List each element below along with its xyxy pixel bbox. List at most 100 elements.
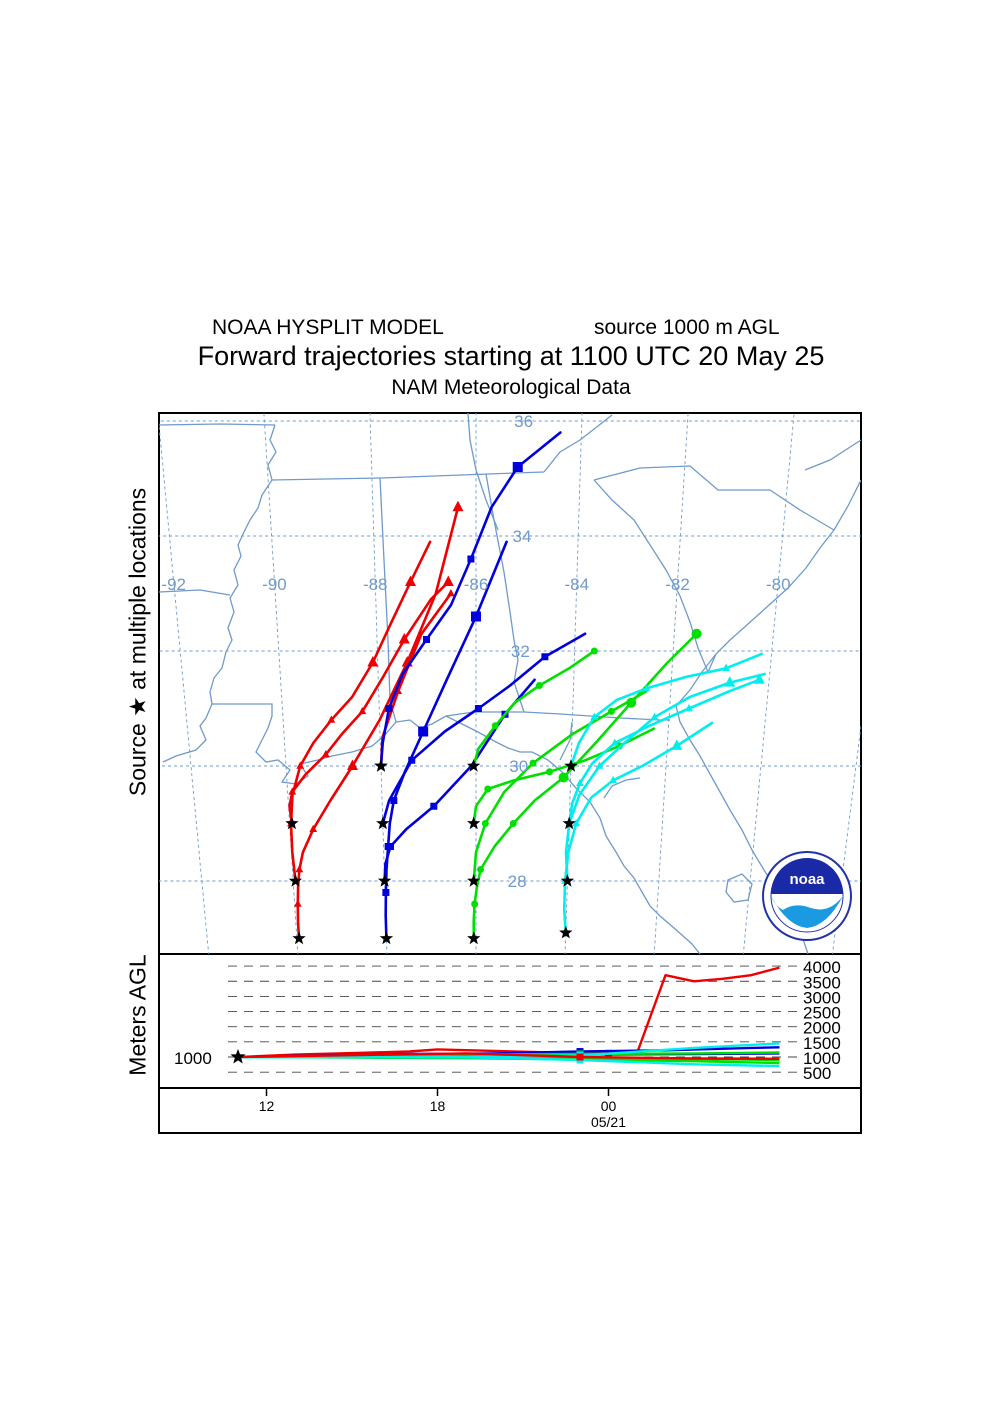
trajectory-marker (321, 749, 330, 758)
trajectory-marker (590, 712, 599, 720)
trajectory-path (381, 632, 587, 825)
trajectory-marker (481, 820, 489, 827)
longitude-label: -88 (363, 575, 388, 594)
map-grid-labels: -92 -90 -88 -86 -84 -82 -80 -78 36 34 32 30 28 (161, 413, 791, 891)
trajectory-marker (418, 726, 429, 737)
meridian-line (653, 413, 689, 954)
lake-okeechobee (725, 873, 753, 903)
source-star (230, 1049, 246, 1064)
trajectory-marker (590, 647, 598, 655)
trajectory-marker (447, 588, 455, 597)
trajectory-marker (650, 712, 659, 720)
al-ga-boundary (485, 473, 525, 713)
trajectory-marker (386, 843, 394, 850)
source-star (562, 816, 576, 830)
trajectory-blue (376, 632, 587, 830)
meridian-line (159, 420, 210, 954)
tn-southern-boundary (271, 471, 545, 481)
trajectory-marker (535, 682, 543, 689)
start-height-label: 1000 (174, 1049, 212, 1068)
source-star (374, 759, 388, 772)
trajectory-marker (408, 756, 416, 764)
trajectory-marker (452, 500, 464, 512)
source-star (379, 931, 394, 945)
trajectory-marker (595, 761, 604, 769)
trajectory-path (569, 652, 763, 768)
trajectory-marker (295, 864, 304, 873)
mississippi-river-boundary (209, 424, 277, 741)
trajectory-marker (607, 707, 615, 715)
source-star (288, 874, 303, 887)
trajectory-marker (685, 703, 693, 712)
chart-title: Forward trajectories starting at 1100 UT… (197, 341, 825, 371)
trajectory-marker (405, 575, 417, 586)
trajectory-marker (529, 759, 537, 767)
trajectory-path (379, 431, 562, 768)
east-coast-top (804, 439, 861, 471)
longitude-label: -90 (262, 575, 287, 594)
latitude-label: 28 (508, 872, 527, 891)
trajectory-marker (512, 462, 523, 472)
source-star (377, 874, 392, 887)
trajectory-marker (288, 787, 297, 795)
trajectory-marker (541, 653, 549, 661)
meridian-line (742, 413, 795, 954)
ms-al-boundary (379, 477, 397, 723)
trajectory-marker (509, 820, 517, 827)
trajectory-path (384, 540, 508, 940)
latitude-label: 30 (509, 757, 528, 776)
height-line-cyan (238, 1055, 780, 1068)
trajectory-path (472, 727, 656, 825)
height-line-red (237, 1052, 780, 1060)
source-star (292, 931, 306, 945)
longitude-label: -80 (766, 575, 791, 594)
trajectory-marker (471, 900, 479, 908)
state-line-ky (159, 423, 276, 426)
trajectory-marker (467, 555, 475, 563)
source-height-label: source 1000 m AGL (594, 316, 780, 339)
trajectory-marker (442, 575, 454, 586)
trajectory-marker (309, 824, 318, 833)
trajectory-marker (484, 785, 492, 793)
source-star (467, 931, 481, 945)
trajectory-marker (576, 1053, 584, 1061)
trajectory-path (288, 580, 450, 825)
ga-sc-boundary (593, 479, 717, 674)
apalachicola (559, 721, 573, 761)
longitude-label: -82 (665, 575, 690, 594)
source-star (285, 816, 299, 830)
height-tick-label: 2000 (803, 1019, 841, 1038)
trajectory-path (289, 540, 432, 883)
trajectory-marker (671, 739, 683, 750)
trajectory-marker (572, 818, 581, 827)
trajectory-marker (385, 705, 393, 712)
trajectory-marker (358, 706, 367, 715)
trajectory-path (562, 721, 714, 934)
latitude-label: 32 (511, 642, 530, 661)
height-tick-label: 3000 (803, 988, 841, 1007)
trajectory-marker (610, 738, 619, 746)
fl-northern-boundary (445, 711, 670, 721)
trajectory-red (287, 540, 432, 887)
source-star (560, 874, 575, 887)
tn-nc-boundary (543, 414, 613, 473)
height-tick-label: 1500 (803, 1034, 841, 1053)
source-star (559, 925, 573, 939)
nc-sc-boundary (593, 465, 835, 531)
trajectory-red (285, 575, 454, 830)
trajectory-marker (477, 866, 485, 873)
trajectory-marker (382, 889, 390, 896)
arkansas-river (159, 589, 231, 596)
trajectory-marker (753, 673, 765, 684)
source-star (376, 816, 390, 830)
trajectory-green (467, 628, 702, 945)
tennessee-river (467, 413, 499, 531)
time-tick-label: 00 (601, 1098, 617, 1114)
trajectory-marker (347, 759, 358, 770)
date-label: 05/21 (591, 1114, 626, 1130)
height-tick-label: 3500 (803, 973, 841, 992)
trajectory-marker (423, 636, 431, 643)
